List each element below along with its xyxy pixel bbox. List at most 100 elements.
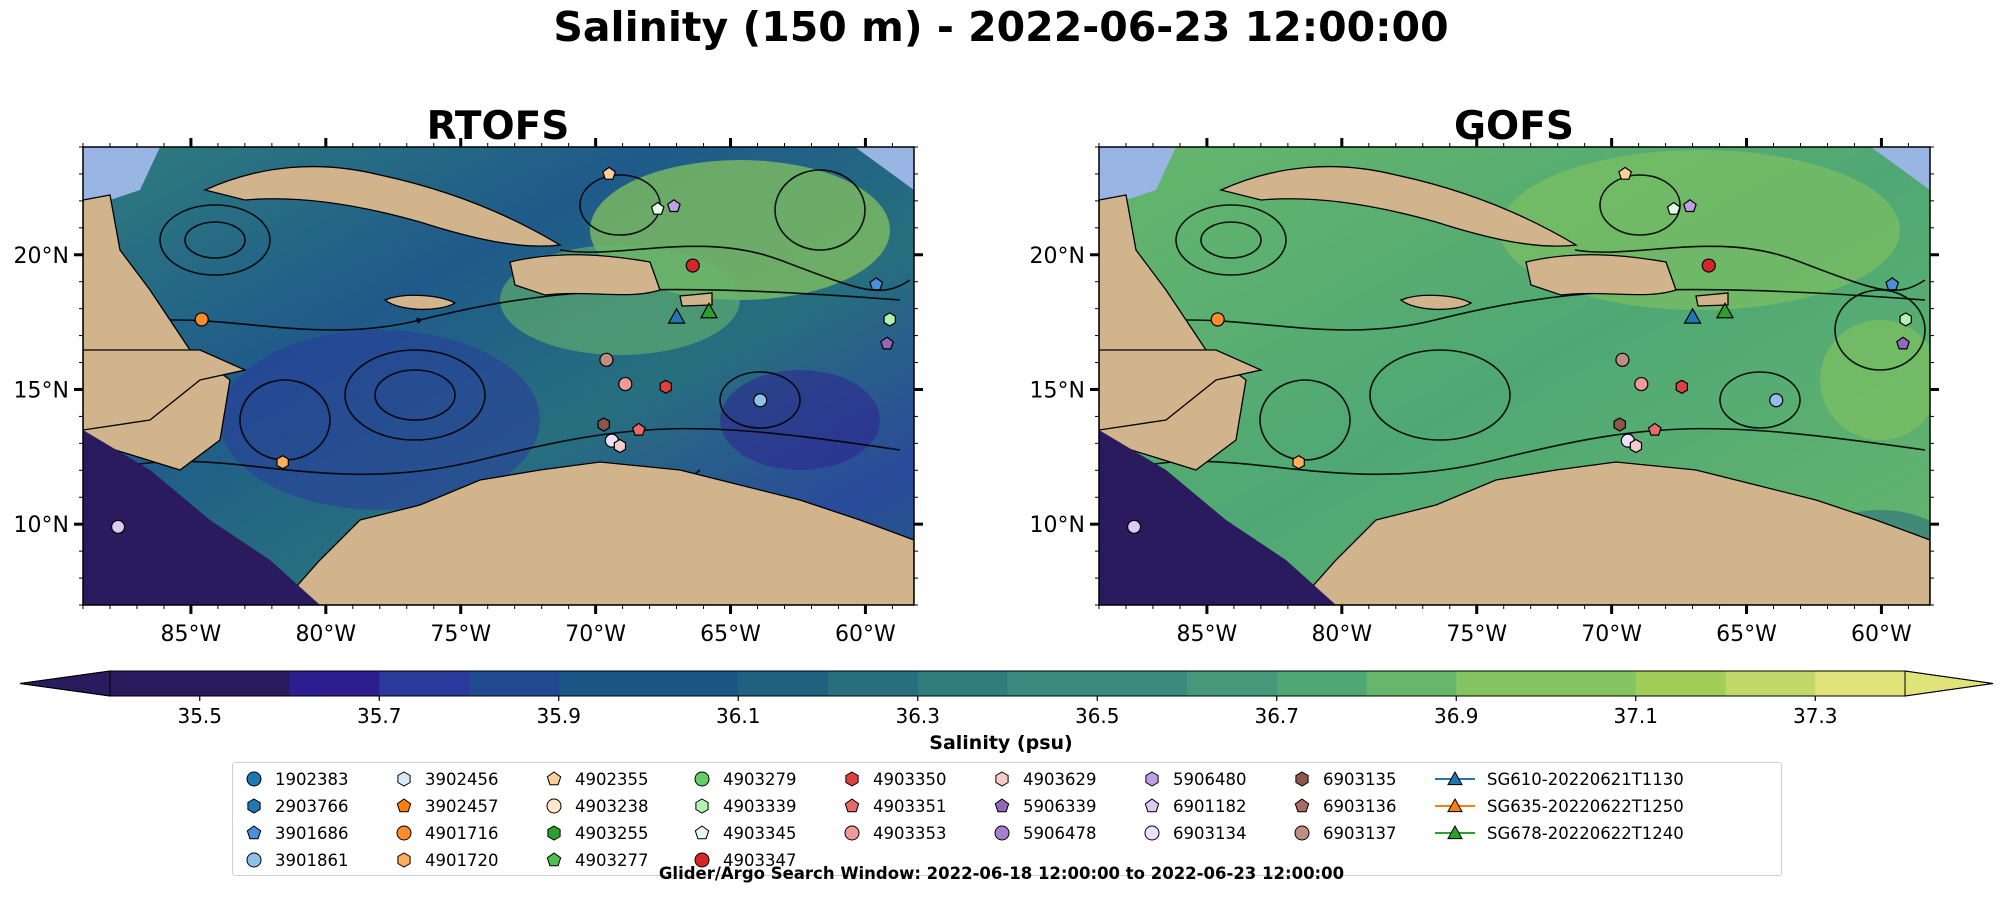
legend-label: 6903137 [1323,823,1397,843]
legend-entry: 6903137 [1291,822,1397,844]
colorbar-segment [1725,671,1816,696]
land-honduras [1099,349,1264,431]
legend-entry: 4903353 [841,822,947,844]
legend-entry: 4901720 [393,849,499,871]
legend-marker [397,771,411,787]
gofs-x-tick-label: 70°W [1581,622,1642,647]
legend-entry: 5906339 [991,795,1097,817]
legend-label: SG678-20220622T1240 [1487,823,1684,843]
float-marker [194,312,209,327]
legend-label: SG610-20220621T1130 [1487,769,1684,789]
float-marker [276,455,289,470]
rtofs-map-panel: RTOFS [14,104,923,647]
legend-label: 5906339 [1023,796,1097,816]
land-honduras [83,349,248,431]
float-legend-icon [994,825,1010,841]
legend-label: 4903629 [1023,769,1097,789]
legend-entry: 3902457 [393,795,499,817]
legend-label: 6903134 [1173,823,1247,843]
gofs-axes: 85°W 80°W 75°W 70°W 65°W 60°W 10°N 15°N 20°N [1030,138,1939,647]
streamline-eddy [1200,221,1262,259]
float-legend-icon [246,825,262,840]
streamline [1124,427,1926,476]
float-marker [883,312,896,327]
streamline-eddy [1719,371,1801,429]
legend-marker [246,825,262,840]
float-legend-icon [546,771,562,786]
gofs-y-tick-label: 10°N [1030,513,1085,538]
legend: 1902383 2903766 3901686 3901861 3902456 39024… [232,762,1782,876]
colorbar-segment [1546,671,1637,696]
legend-marker [396,825,412,841]
legend-entry: 1902383 [243,768,349,790]
streamline [109,427,901,476]
float-marker [880,336,894,350]
legend-entry: SG678-20220622T1240 [1433,822,1684,844]
streamline-eddy [1175,204,1287,276]
colorbar-tick-label: 37.1 [1613,704,1658,728]
rtofs-x-tick-label: 80°W [295,622,356,647]
legend-label: 4903350 [873,769,947,789]
legend-label: 6903135 [1323,769,1397,789]
legend-marker [695,798,709,814]
float-marker [753,393,768,408]
float-marker [602,166,617,180]
legend-entry: 4903255 [543,822,649,844]
float-marker [1769,393,1784,408]
colorbar-segment [1097,671,1188,696]
streamline-eddy [184,221,246,259]
legend-label: 3901861 [275,850,349,870]
float-legend-icon [845,771,859,787]
legend-label: 3902457 [425,796,499,816]
colorbar-segment [648,671,739,696]
legend-entry: SG635-20220622T1250 [1433,795,1684,817]
float-marker [618,376,633,392]
colorbar-segment [110,671,201,696]
legend-marker [546,852,562,867]
colorbar-segment [1007,671,1098,696]
legend-label: 4903339 [723,796,797,816]
land-south-america [279,461,914,605]
colorbar-tick-label: 36.7 [1254,704,1299,728]
shelf [1871,147,1930,190]
legend-marker [694,825,710,840]
rtofs-x-tick-label: 75°W [430,622,491,647]
float-legend-icon [695,798,709,814]
search-window-footnote: Glider/Argo Search Window: 2022-06-18 12… [658,864,1345,883]
colorbar-segment [1456,671,1547,696]
legend-entry: 6903135 [1291,768,1397,790]
float-marker [869,277,884,291]
legend-marker [246,771,262,787]
glider-marker [1715,302,1734,319]
float-legend-icon [246,771,262,787]
float-legend-icon [994,798,1010,813]
float-marker [1899,312,1912,327]
gofs-y-tick-label: 20°N [1030,244,1085,269]
legend-label: 4903345 [723,823,797,843]
float-legend-icon [1294,798,1310,813]
float-marker [1210,312,1225,327]
legend-marker [547,825,561,841]
legend-marker [1447,824,1463,840]
legend-marker [1447,797,1463,813]
legend-label: 4903255 [575,823,649,843]
legend-entry: 4903279 [691,768,797,790]
legend-marker [1144,798,1160,813]
float-marker [666,199,681,213]
colorbar-tick-label: 36.5 [1075,704,1120,728]
gofs-panel-title: GOFS [1454,104,1574,149]
float-legend-icon [396,798,412,813]
legend-marker [397,852,411,868]
float-legend-icon [397,852,411,868]
rtofs-map-frame [82,146,915,606]
legend-label: 4901720 [425,850,499,870]
legend-label: 6903136 [1323,796,1397,816]
gofs-x-tick-label: 80°W [1311,622,1372,647]
colorbar-segment [738,671,829,696]
streamline-eddy [1599,174,1681,236]
float-marker [1896,336,1910,350]
legend-label: 1902383 [275,769,349,789]
float-marker [659,379,673,394]
float-legend-icon [396,825,412,841]
streamline-eddy [159,204,271,276]
